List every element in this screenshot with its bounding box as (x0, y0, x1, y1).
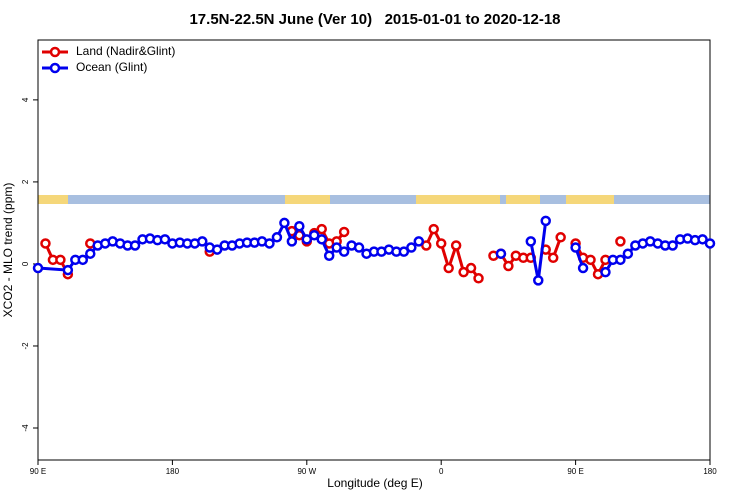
data-point (338, 246, 350, 257)
data-point (435, 238, 447, 249)
data-point (450, 240, 462, 251)
data-point (697, 234, 708, 245)
data-point (331, 242, 342, 253)
data-point (309, 229, 320, 241)
y-tick-label: 0 (21, 261, 30, 266)
data-point (443, 262, 454, 274)
plot-frame (37, 39, 711, 461)
data-point (286, 236, 298, 247)
data-point (525, 236, 537, 247)
data-point (667, 240, 678, 251)
x-axis-label: Longitude (deg E) (327, 476, 422, 490)
data-point (495, 248, 507, 259)
data-point (55, 254, 66, 266)
data-point (398, 246, 410, 257)
legend-label: Ocean (Glint) (76, 60, 147, 74)
y-tick-label: -2 (21, 342, 30, 350)
y-tick-label: -4 (21, 424, 30, 432)
land-mask-strip (38, 195, 710, 204)
y-axis-label: XCO2 - MLO trend (ppm) (1, 183, 15, 318)
data-point (323, 250, 335, 261)
data-point (615, 236, 626, 247)
legend-swatch-point (49, 46, 61, 58)
data-point (77, 254, 89, 266)
data-point (62, 264, 74, 276)
data-point (555, 232, 566, 243)
data-point (40, 238, 51, 249)
data-point (547, 252, 559, 264)
data-point (279, 217, 290, 229)
data-point (570, 242, 581, 253)
data-point (353, 242, 365, 253)
data-point (129, 240, 141, 251)
data-point (159, 234, 171, 245)
data-point (600, 266, 611, 278)
data-point (264, 238, 275, 249)
legend-swatch-point (49, 62, 61, 74)
data-point (615, 254, 626, 266)
data-point (533, 275, 544, 286)
data-point (458, 266, 469, 278)
data-point (421, 240, 432, 251)
x-tick-label: 0 (439, 467, 444, 476)
data-point (316, 234, 327, 245)
chart-title: 17.5N-22.5N June (Ver 10) 2015-01-01 to … (189, 11, 560, 28)
x-tick-label: 180 (703, 467, 717, 476)
data-point (197, 236, 208, 247)
legend-label: Land (Nadir&Glint) (76, 44, 175, 58)
data-point (85, 248, 96, 259)
data-point (465, 262, 477, 274)
x-tick-label: 90 E (567, 467, 583, 476)
data-point (540, 215, 551, 227)
data-point (406, 242, 417, 253)
data-point (271, 232, 283, 243)
data-point (503, 260, 514, 272)
data-point (294, 220, 305, 232)
x-tick-label: 90 W (297, 467, 316, 476)
data-point (301, 234, 313, 245)
data-point (413, 236, 425, 247)
data-point (428, 223, 439, 235)
data-point (585, 254, 596, 266)
data-point (622, 248, 634, 259)
data-point (316, 223, 327, 235)
x-tick-label: 180 (166, 467, 180, 476)
y-tick-label: 4 (21, 97, 30, 102)
data-point (704, 238, 716, 249)
series-line (529, 220, 548, 281)
data-point (473, 273, 484, 284)
data-point (211, 244, 223, 255)
x-tick-label: 90 E (30, 467, 46, 476)
data-point (32, 262, 44, 274)
data-point (577, 262, 589, 274)
y-tick-label: 2 (21, 179, 30, 184)
data-point (338, 226, 350, 238)
